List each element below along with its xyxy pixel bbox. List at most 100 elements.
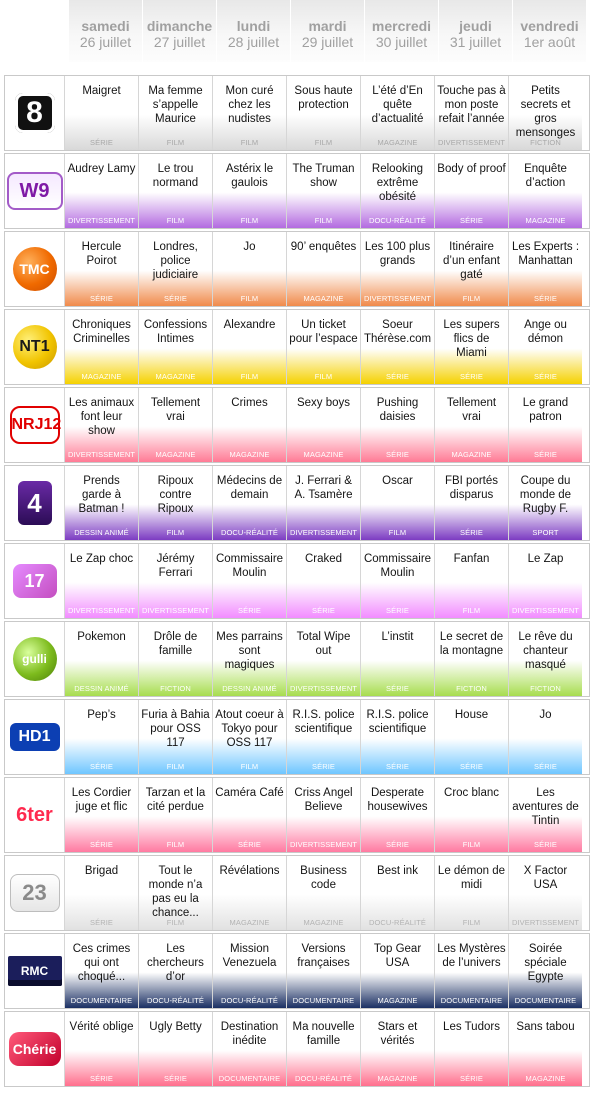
program-cell[interactable]: Soeur Thérèse.com SÉRIE <box>360 310 434 384</box>
program-cell[interactable]: Total Wipe out DIVERTISSEMENT <box>286 622 360 696</box>
program-genre: DOCUMENTAIRE <box>70 996 133 1005</box>
program-cell[interactable]: Mes parrains sont magiques DESSIN ANIMÉ <box>212 622 286 696</box>
program-cell[interactable]: Tellement vrai MAGAZINE <box>138 388 212 462</box>
program-cell[interactable]: Top Gear USA MAGAZINE <box>360 934 434 1008</box>
program-cell[interactable]: Jo FILM <box>212 232 286 306</box>
program-cell[interactable]: Astérix le gaulois FILM <box>212 154 286 228</box>
program-cell[interactable]: Itinéraire d’un enfant gaté FILM <box>434 232 508 306</box>
channel-logo-cell: Chérie <box>5 1012 64 1086</box>
program-cell[interactable]: Le Zap choc DIVERTISSEMENT <box>64 544 138 618</box>
program-cell[interactable]: Ma nouvelle famille DOCU-RÉALITÉ <box>286 1012 360 1086</box>
program-cell[interactable]: R.I.S. police scientifique SÉRIE <box>286 700 360 774</box>
program-cell[interactable]: Le rêve du chanteur masqué FICTION <box>508 622 582 696</box>
program-cell[interactable]: Les animaux font leur show DIVERTISSEMENT <box>64 388 138 462</box>
program-cell[interactable]: Le grand patron SÉRIE <box>508 388 582 462</box>
program-cell[interactable]: Le trou normand FILM <box>138 154 212 228</box>
program-cell[interactable]: Pep’s SÉRIE <box>64 700 138 774</box>
program-cell[interactable]: Criss Angel Believe DIVERTISSEMENT <box>286 778 360 852</box>
program-cell[interactable]: Les chercheurs d’or DOCU-RÉALITÉ <box>138 934 212 1008</box>
program-cell[interactable]: Les aventures de Tintin SÉRIE <box>508 778 582 852</box>
program-cell[interactable]: Le démon de midi FILM <box>434 856 508 930</box>
program-cell[interactable]: Les Mystères de l’univers DOCUMENTAIRE <box>434 934 508 1008</box>
program-cell[interactable]: Best ink DOCU-RÉALITÉ <box>360 856 434 930</box>
program-cell[interactable]: Commissaire Moulin SÉRIE <box>212 544 286 618</box>
program-cell[interactable]: Les Tudors SÉRIE <box>434 1012 508 1086</box>
program-cell[interactable]: Commissaire Moulin SÉRIE <box>360 544 434 618</box>
program-cell[interactable]: Caméra Café SÉRIE <box>212 778 286 852</box>
program-cell[interactable]: Sans tabou MAGAZINE <box>508 1012 582 1086</box>
program-cell[interactable]: Les 100 plus grands DIVERTISSEMENT <box>360 232 434 306</box>
program-cell[interactable]: Ripoux contre Ripoux FILM <box>138 466 212 540</box>
program-cell[interactable]: Un ticket pour l’espace FILM <box>286 310 360 384</box>
program-cell[interactable]: The Truman show FILM <box>286 154 360 228</box>
program-cell[interactable]: Croc blanc FILM <box>434 778 508 852</box>
program-cell[interactable]: Desperate housewives SÉRIE <box>360 778 434 852</box>
program-cell[interactable]: Alexandre FILM <box>212 310 286 384</box>
program-cell[interactable]: Tellement vrai MAGAZINE <box>434 388 508 462</box>
program-cell[interactable]: Oscar FILM <box>360 466 434 540</box>
program-genre: SÉRIE <box>459 216 483 225</box>
program-cell[interactable]: Le Zap DIVERTISSEMENT <box>508 544 582 618</box>
program-cell[interactable]: Body of proof SÉRIE <box>434 154 508 228</box>
program-cell[interactable]: Sous haute protection FILM <box>286 76 360 150</box>
program-cell[interactable]: Touche pas à mon poste refait l’année DIV… <box>434 76 508 150</box>
program-cell[interactable]: X Factor USA DIVERTISSEMENT <box>508 856 582 930</box>
program-cell[interactable]: Les Experts : Manhattan SÉRIE <box>508 232 582 306</box>
program-cell[interactable]: Prends garde à Batman ! DESSIN ANIMÉ <box>64 466 138 540</box>
program-cell[interactable]: Versions françaises DOCUMENTAIRE <box>286 934 360 1008</box>
program-cell[interactable]: Coupe du monde de Rugby F. SPORT <box>508 466 582 540</box>
program-cell[interactable]: Ugly Betty SÉRIE <box>138 1012 212 1086</box>
program-cell[interactable]: Médecins de demain DOCU-RÉALITÉ <box>212 466 286 540</box>
program-cell[interactable]: Stars et vérités MAGAZINE <box>360 1012 434 1086</box>
program-cell[interactable]: Business code MAGAZINE <box>286 856 360 930</box>
program-title: Sous haute protection <box>294 85 353 111</box>
program-cell[interactable]: Craked SÉRIE <box>286 544 360 618</box>
program-cell[interactable]: Confessions Intimes MAGAZINE <box>138 310 212 384</box>
program-cell[interactable]: J. Ferrari & A. Tsamère DIVERTISSEMENT <box>286 466 360 540</box>
program-cell[interactable]: Jérémy Ferrari DIVERTISSEMENT <box>138 544 212 618</box>
program-cell[interactable]: Tarzan et la cité perdue FILM <box>138 778 212 852</box>
program-cell[interactable]: R.I.S. police scientifique SÉRIE <box>360 700 434 774</box>
program-cell[interactable]: L’été d’En quête d’actualité MAGAZINE <box>360 76 434 150</box>
program-cell[interactable]: 90’ enquêtes MAGAZINE <box>286 232 360 306</box>
program-cell[interactable]: Drôle de famille FICTION <box>138 622 212 696</box>
program-genre: SÉRIE <box>533 372 557 381</box>
program-cell[interactable]: Crimes MAGAZINE <box>212 388 286 462</box>
program-cell[interactable]: Le secret de la montagne FICTION <box>434 622 508 696</box>
program-cell[interactable]: Pokemon DESSIN ANIMÉ <box>64 622 138 696</box>
program-cell[interactable]: Furia à Bahia pour OSS 117 FILM <box>138 700 212 774</box>
program-cell[interactable]: Vérité oblige SÉRIE <box>64 1012 138 1086</box>
program-cell[interactable]: Ces crimes qui ont choqué... DOCUMENTAIRE <box>64 934 138 1008</box>
program-cell[interactable]: Brigad SÉRIE <box>64 856 138 930</box>
program-cell[interactable]: Ma femme s’appelle Maurice FILM <box>138 76 212 150</box>
program-title: Tellement vrai <box>446 397 497 423</box>
program-cell[interactable]: Maigret SÉRIE <box>64 76 138 150</box>
program-title: L’été d’En quête d’actualité <box>371 85 424 125</box>
program-cell[interactable]: Mission Venezuela DOCU-RÉALITÉ <box>212 934 286 1008</box>
program-title: Les Cordier juge et flic <box>71 787 132 813</box>
program-cell[interactable]: Les supers flics de Miami SÉRIE <box>434 310 508 384</box>
program-cell[interactable]: Enquête d’action MAGAZINE <box>508 154 582 228</box>
program-cell[interactable]: Atout coeur à Tokyo pour OSS 117 FILM <box>212 700 286 774</box>
program-cell[interactable]: Audrey Lamy DIVERTISSEMENT <box>64 154 138 228</box>
program-cell[interactable]: Jo SÉRIE <box>508 700 582 774</box>
program-cell[interactable]: Destination inédite DOCUMENTAIRE <box>212 1012 286 1086</box>
program-cell[interactable]: Londres, police judiciaire SÉRIE <box>138 232 212 306</box>
program-cell[interactable]: L’instit SÉRIE <box>360 622 434 696</box>
program-cell[interactable]: Petits secrets et gros mensonges FICTION <box>508 76 582 150</box>
program-cell[interactable]: Tout le monde n’a pas eu la chance... FIL… <box>138 856 212 930</box>
program-cell[interactable]: Les Cordier juge et flic SÉRIE <box>64 778 138 852</box>
program-cell[interactable]: Fanfan FILM <box>434 544 508 618</box>
program-cell[interactable]: Hercule Poirot SÉRIE <box>64 232 138 306</box>
program-cell[interactable]: Pushing daisies SÉRIE <box>360 388 434 462</box>
program-cell[interactable]: Relooking extrême obésité DOCU-RÉALITÉ <box>360 154 434 228</box>
program-cell[interactable]: Sexy boys MAGAZINE <box>286 388 360 462</box>
program-cell[interactable]: House SÉRIE <box>434 700 508 774</box>
program-cell[interactable]: FBI portés disparus SÉRIE <box>434 466 508 540</box>
program-cell[interactable]: Soirée spéciale Egypte DOCUMENTAIRE <box>508 934 582 1008</box>
program-title: L’instit <box>381 631 414 643</box>
program-cell[interactable]: Révélations MAGAZINE <box>212 856 286 930</box>
program-cell[interactable]: Mon curé chez les nudistes FILM <box>212 76 286 150</box>
program-cell[interactable]: Chroniques Criminelles MAGAZINE <box>64 310 138 384</box>
program-cell[interactable]: Ange ou démon SÉRIE <box>508 310 582 384</box>
